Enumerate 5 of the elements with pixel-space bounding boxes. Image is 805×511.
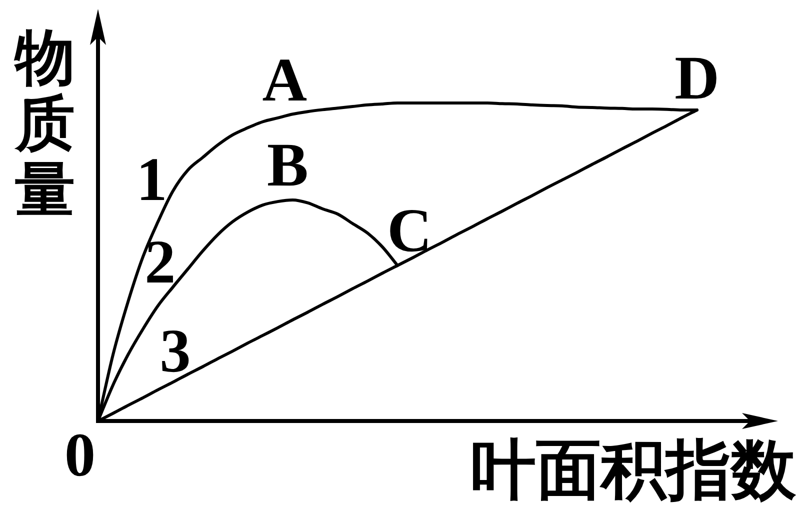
- ylabel: 物质量: [15, 25, 75, 223]
- xlabel: 叶面积指数: [471, 435, 796, 507]
- annotation: D: [674, 44, 720, 112]
- annotation: 0: [64, 421, 96, 490]
- annotation: A: [262, 46, 308, 114]
